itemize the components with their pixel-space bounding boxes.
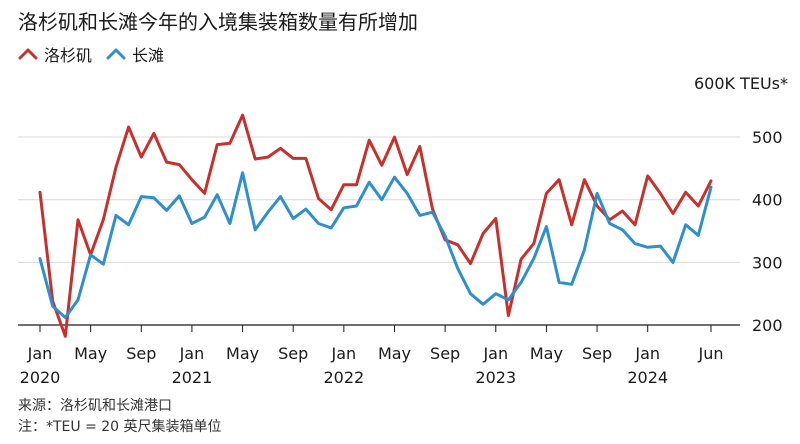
- x-tick-label-may: May: [226, 344, 259, 363]
- x-tick-year-2022: 2022: [323, 368, 364, 387]
- y-tick-label-300: 300: [752, 253, 783, 272]
- series-lines: [38, 113, 713, 338]
- chart-title: 洛杉矶和长滩今年的入境集装箱数量有所增加: [18, 10, 418, 34]
- x-tick-label-jan: Jan: [634, 344, 660, 363]
- x-tick-label-sep: Sep: [582, 344, 612, 363]
- x-tick-year-2024: 2024: [627, 368, 668, 387]
- gridlines: [18, 136, 740, 326]
- x-tick-label-jan: Jan: [482, 344, 508, 363]
- legend-label-long-beach: 长滩: [132, 46, 165, 65]
- x-tick-year-2023: 2023: [475, 368, 516, 387]
- legend: 洛杉矶 长滩: [18, 42, 178, 66]
- x-tick-label-may: May: [530, 344, 563, 363]
- x-tick-year-2021: 2021: [172, 368, 213, 387]
- x-tick-label-may: May: [378, 344, 411, 363]
- x-tick-label-jan: Jan: [27, 344, 53, 363]
- x-tick-label-jun: Jun: [698, 344, 724, 363]
- legend-swatch-long-beach: [106, 48, 126, 60]
- y-axis-unit-label: 600K TEUs*: [693, 74, 788, 93]
- x-tick-label-sep: Sep: [430, 344, 460, 363]
- series-line-long-beach: [38, 171, 713, 319]
- y-axis-ticks: 200 300 400 500: [752, 128, 783, 335]
- x-tick-label-jan: Jan: [331, 344, 357, 363]
- legend-item-long-beach: 长滩: [106, 42, 164, 66]
- source-line: 来源：洛杉矶和长滩港口: [18, 398, 172, 414]
- x-tick-year-2020: 2020: [20, 368, 61, 387]
- y-tick-label-500: 500: [752, 128, 783, 147]
- legend-swatch-los-angeles: [18, 48, 38, 60]
- legend-item-los-angeles: 洛杉矶: [18, 42, 92, 66]
- series-line-los-angeles: [38, 113, 713, 338]
- y-tick-label-400: 400: [752, 191, 783, 210]
- x-tick-label-jan: Jan: [179, 344, 205, 363]
- y-tick-label-200: 200: [752, 316, 783, 335]
- source-note: 来源：洛杉矶和长滩港口 注：*TEU = 20 英尺集装箱单位: [18, 396, 222, 438]
- footnote-line: 注：*TEU = 20 英尺集装箱单位: [18, 419, 222, 435]
- x-tick-label-sep: Sep: [278, 344, 308, 363]
- x-tick-label-sep: Sep: [126, 344, 156, 363]
- x-tick-label-may: May: [74, 344, 107, 363]
- legend-label-los-angeles: 洛杉矶: [44, 46, 93, 65]
- x-axis-ticks: Jan 2020 May Sep Jan 2021 May Sep Jan 2022 May Sep J…: [20, 325, 724, 387]
